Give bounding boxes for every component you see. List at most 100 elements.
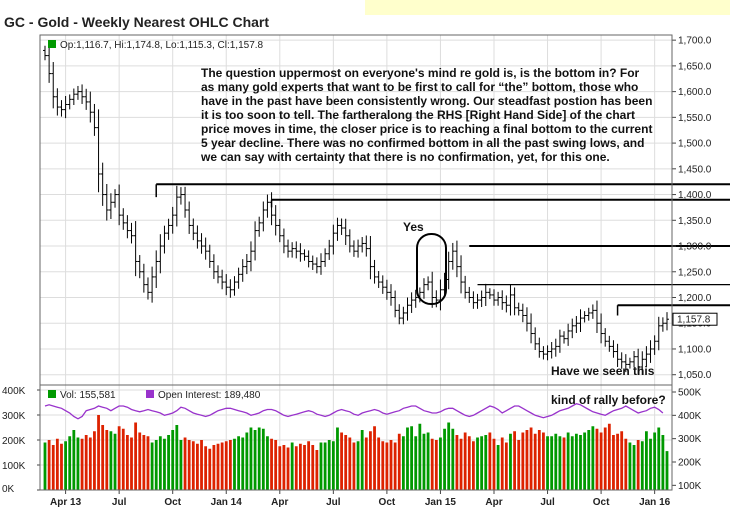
ohlc-bar	[434, 290, 439, 308]
ohlc-bar	[261, 201, 266, 232]
ohlc-bar	[409, 292, 414, 313]
ohlc-bar	[347, 229, 352, 253]
ohlc-bar	[327, 239, 332, 260]
ohlc-bar	[187, 201, 192, 234]
ohlc-bar	[84, 88, 89, 110]
ohlc-bar	[491, 289, 496, 306]
volume-bar	[266, 436, 269, 490]
commentary-line: The question uppermost on everyone's min…	[201, 66, 640, 80]
ohlc-bar	[145, 277, 150, 300]
volume-bar	[146, 436, 150, 490]
volume-bar	[550, 436, 554, 490]
ohlc-bar	[162, 225, 167, 254]
ohlc-bar	[648, 340, 653, 363]
ohlc-bar	[582, 311, 587, 323]
volume-axis: 400K 300K 200K 100K 0K 500K 400K 300K 200K 100K	[2, 386, 702, 495]
have-we-seen-label: Have we seen this	[551, 364, 655, 378]
volume-bar	[307, 441, 311, 490]
time-tick-label: Apr	[271, 497, 288, 508]
ohlc-bar	[652, 335, 657, 355]
ohlc-bar	[454, 240, 459, 278]
volume-bar	[513, 431, 516, 490]
volume-bar	[331, 441, 335, 490]
volume-bar	[562, 437, 566, 490]
volume-bar	[385, 442, 389, 490]
volume-bar	[294, 446, 298, 490]
volume-bar	[303, 445, 306, 490]
volume-bar	[356, 441, 360, 490]
annotations: The question uppermost on everyone's min…	[200, 66, 666, 407]
volume-bar	[130, 437, 133, 490]
ohlc-bar	[183, 186, 188, 218]
volume-bar	[447, 422, 451, 490]
volume-bar	[97, 415, 100, 490]
ohlc-bar	[150, 266, 155, 303]
ohlc-bar	[75, 85, 80, 100]
time-tick-label: Jan 14	[211, 497, 243, 508]
volume-bar	[496, 445, 500, 490]
volume-tick-label: 400K	[2, 386, 26, 397]
ohlc-bar	[356, 239, 361, 258]
volume-bar	[121, 428, 125, 490]
ohlc-bar	[450, 242, 455, 270]
ohlc-bar	[594, 300, 599, 334]
ohlc-bar	[286, 239, 291, 258]
price-tick-label: 1,550.0	[678, 113, 712, 124]
price-tick-label: 1,500.0	[678, 139, 712, 150]
ohlc-bar	[520, 303, 525, 323]
volume-bar	[88, 437, 92, 490]
time-tick-label: Jul	[540, 497, 555, 508]
ohlc-bar	[331, 224, 336, 255]
legends: Op:1,116.7, Hi:1,174.8, Lo:1,115.3, Cl:1…	[48, 40, 264, 401]
volume-bar	[64, 441, 67, 490]
price-tick-label: 1,050.0	[678, 370, 712, 381]
time-tick-label: Apr 13	[50, 497, 82, 508]
ohlc-bar	[323, 248, 328, 267]
ohlc-bar	[178, 187, 183, 205]
volume-bar	[583, 432, 587, 490]
ohlc-bar	[660, 317, 665, 332]
volume-bar	[579, 435, 582, 490]
commentary-line: 5 year decline. There was no confirmed b…	[201, 136, 644, 150]
price-legend-swatch	[48, 40, 56, 48]
volume-bar	[224, 441, 228, 490]
ohlc-bar	[533, 327, 538, 350]
volume-bar	[451, 428, 455, 490]
volume-bar	[237, 436, 241, 490]
oi-tick-label: 100K	[678, 481, 702, 492]
volume-bar	[653, 432, 657, 490]
volume-bar	[471, 441, 475, 490]
volume-bar	[191, 441, 195, 490]
volume-bar	[113, 433, 117, 490]
ohlc-bar	[108, 193, 113, 220]
ohlc-bar	[364, 235, 369, 257]
ohlc-bar	[96, 109, 101, 193]
ohlc-bar	[191, 218, 196, 241]
ohlc-bar	[302, 249, 307, 261]
volume-bar	[117, 426, 121, 490]
volume-bar	[661, 435, 665, 490]
ohlc-bar	[265, 194, 270, 218]
volume-bar	[463, 432, 467, 490]
ohlc-bar	[67, 94, 72, 110]
ohlc-bar	[216, 265, 221, 284]
volume-bar	[336, 427, 339, 490]
ohlc-bar	[170, 206, 175, 234]
ohlc-bar	[104, 184, 109, 221]
volume-bar	[426, 432, 430, 490]
volume-bar	[657, 427, 661, 490]
volume-bar	[364, 437, 368, 490]
ohlc-bar	[207, 244, 212, 268]
volume-bar	[649, 438, 652, 490]
ohlc-bar	[92, 103, 97, 136]
volume-bar	[546, 436, 549, 490]
ohlc-bar	[574, 316, 579, 334]
ohlc-bar	[253, 221, 258, 261]
ohlc-bar	[508, 284, 513, 316]
ohlc-bar	[632, 351, 637, 368]
ohlc-bar	[257, 216, 262, 237]
volume-bar	[525, 430, 529, 490]
time-tick-label: Oct	[164, 497, 181, 508]
ohlc-bar	[294, 241, 299, 259]
volume-bar	[274, 440, 278, 490]
